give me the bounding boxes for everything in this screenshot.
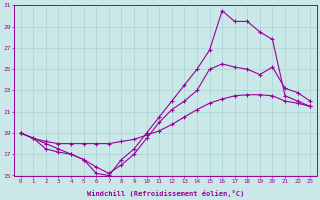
X-axis label: Windchill (Refroidissement éolien,°C): Windchill (Refroidissement éolien,°C) [87,190,244,197]
